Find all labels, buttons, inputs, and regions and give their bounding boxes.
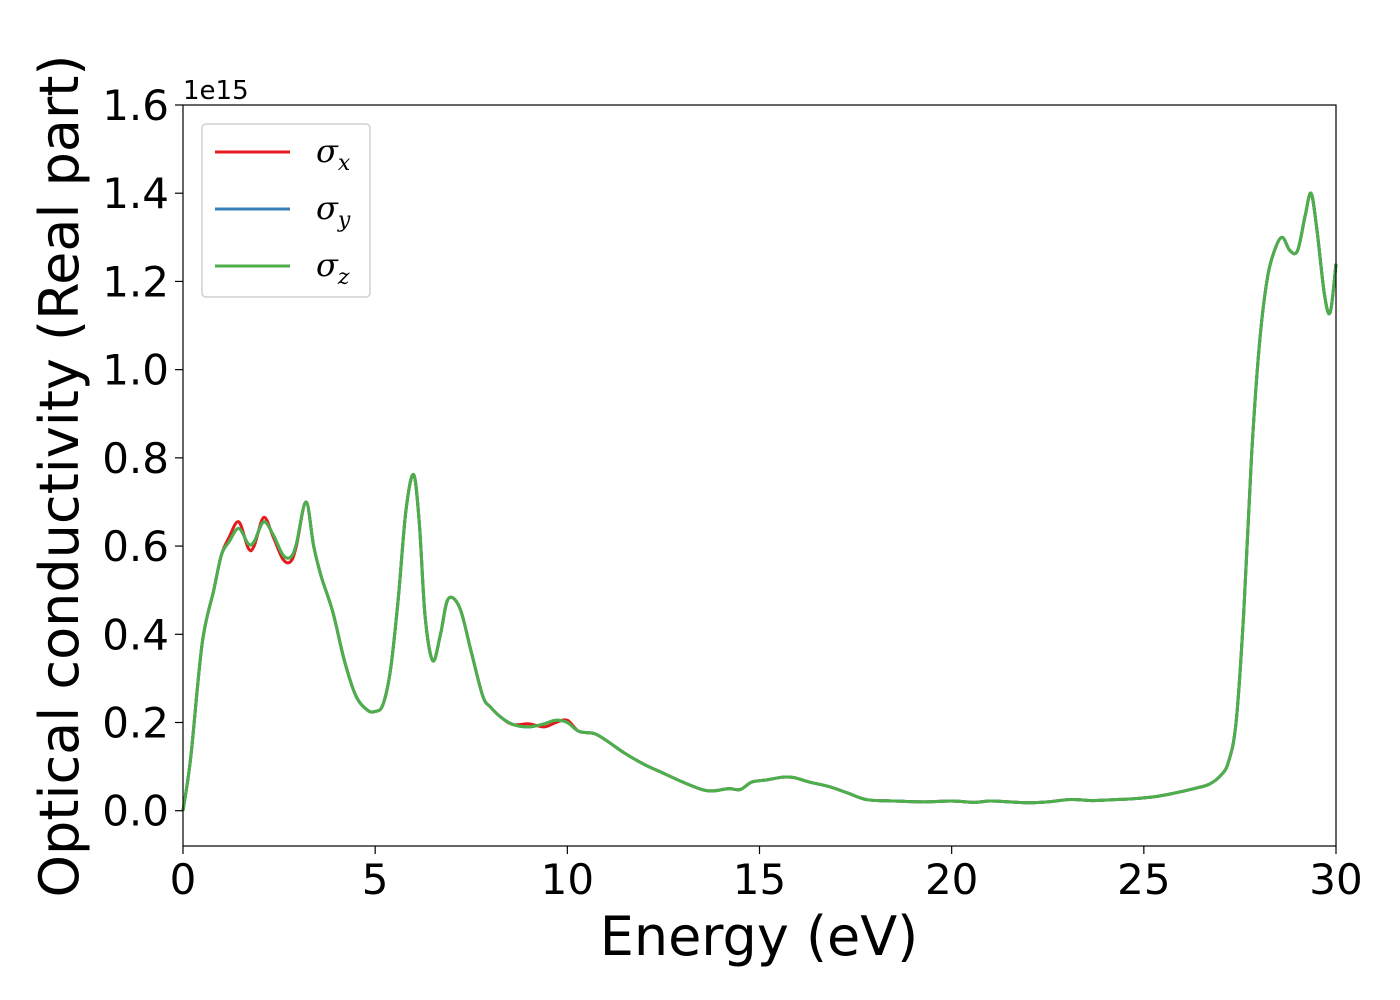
plot-lines: [181, 191, 1338, 811]
x-tick-label: 30: [1309, 855, 1362, 904]
x-tick-label: 10: [541, 855, 594, 904]
plot-frame: [182, 104, 1337, 847]
x-tick-label: 20: [925, 855, 978, 904]
x-tick-label: 5: [362, 855, 389, 904]
y-tick-label: 0.4: [102, 610, 169, 659]
y-tick-label: 0.6: [102, 522, 169, 571]
x-axis-title: Energy (eV): [600, 905, 919, 968]
x-axis-ticks: 0 5 10 15 20 25 30: [170, 846, 1363, 904]
y-tick-label: 1.6: [102, 81, 169, 130]
y-axis-title: Optical conductivity (Real part): [28, 55, 91, 898]
y-tick-label: 0.8: [102, 434, 169, 483]
y-offset-label: 1e15: [183, 76, 249, 106]
y-tick-label: 1.4: [102, 169, 169, 218]
x-tick-label: 0: [170, 855, 197, 904]
y-tick-label: 0.2: [102, 699, 169, 748]
series-line-z: [181, 191, 1338, 811]
y-axis-ticks: 0.0 0.2 0.4 0.6 0.8 1.0 1.2 1.4 1.6: [102, 81, 183, 836]
y-tick-label: 1.2: [102, 257, 169, 306]
y-tick-label: 1.0: [102, 346, 169, 395]
legend-label-x: σx: [316, 132, 351, 176]
x-tick-label: 15: [733, 855, 786, 904]
y-tick-label: 0.0: [102, 787, 169, 836]
x-tick-label: 25: [1117, 855, 1170, 904]
